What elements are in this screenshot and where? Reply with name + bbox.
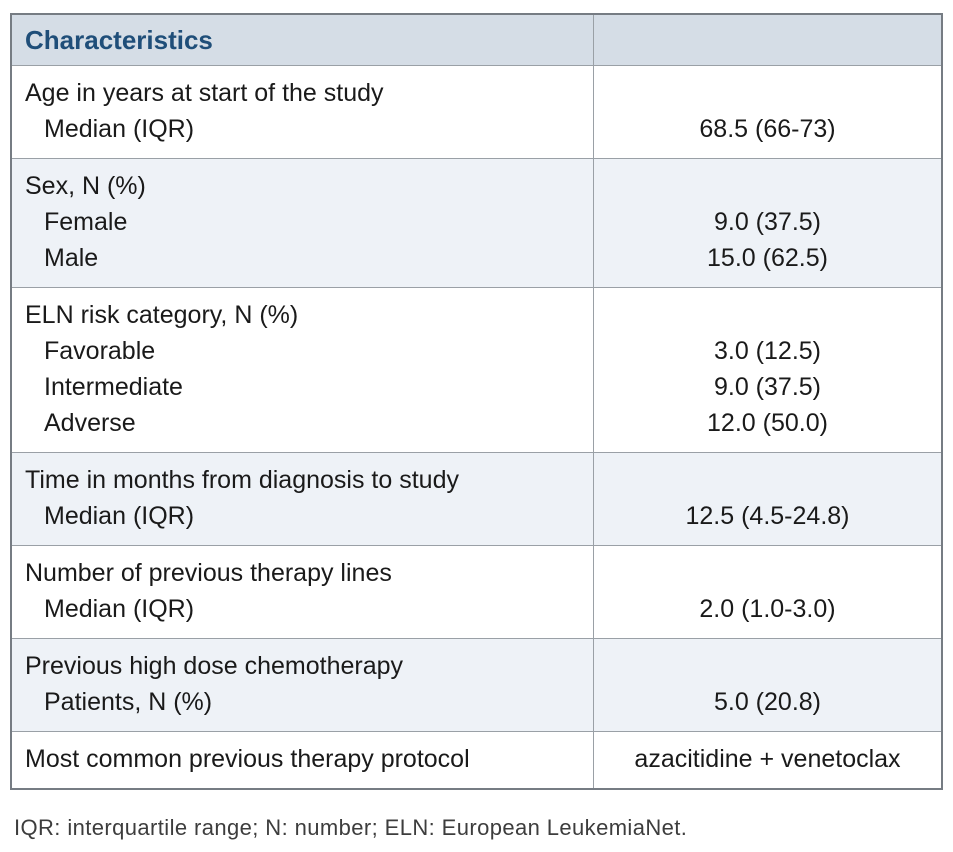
table-row-high-dose-chemo: Previous high dose chemotherapy Patients…	[12, 638, 941, 731]
row-value: 9.0 (37.5)	[713, 208, 821, 236]
row-label: Time in months from diagnosis to study	[25, 466, 459, 494]
table-row-time-from-diagnosis: Time in months from diagnosis to study M…	[12, 452, 941, 545]
row-sublabel: Patients, N (%)	[44, 688, 213, 716]
row-label-cell: Most common previous therapy protocol	[12, 732, 593, 788]
row-value-cell: 9.0 (37.5) 15.0 (62.5)	[593, 159, 941, 287]
table-header-row: Characteristics	[12, 15, 941, 65]
row-label: Previous high dose chemotherapy	[25, 652, 404, 680]
row-label-cell: Previous high dose chemotherapy Patients…	[12, 639, 593, 731]
row-value-cell: 12.5 (4.5-24.8)	[593, 453, 941, 545]
row-sublabel: Male	[44, 244, 99, 272]
row-value-cell: 2.0 (1.0-3.0)	[593, 546, 941, 638]
row-label-cell: Time in months from diagnosis to study M…	[12, 453, 593, 545]
row-value: 3.0 (12.5)	[713, 337, 821, 365]
table-row-common-protocol: Most common previous therapy protocol az…	[12, 731, 941, 788]
row-value: 5.0 (20.8)	[713, 688, 821, 716]
row-value-cell: 3.0 (12.5) 9.0 (37.5) 12.0 (50.0)	[593, 288, 941, 452]
row-sublabel: Female	[44, 208, 128, 236]
row-sublabel: Median (IQR)	[44, 595, 195, 623]
row-value-cell: azacitidine + venetoclax	[593, 732, 941, 788]
row-value: 12.5 (4.5-24.8)	[685, 502, 850, 530]
table-footnote: IQR: interquartile range; N: number; ELN…	[14, 815, 688, 840]
row-label-cell: Age in years at start of the study Media…	[12, 66, 593, 158]
row-label-cell: Sex, N (%) Female Male	[12, 159, 593, 287]
characteristics-table: Characteristics Age in years at start of…	[10, 13, 943, 790]
row-label: Most common previous therapy protocol	[25, 745, 470, 773]
row-sublabel: Median (IQR)	[44, 502, 195, 530]
row-value: 68.5 (66-73)	[699, 115, 836, 143]
row-value: 15.0 (62.5)	[707, 244, 828, 272]
row-label: Sex, N (%)	[25, 172, 146, 200]
row-label: Age in years at start of the study	[25, 79, 384, 107]
table-title: Characteristics	[25, 25, 213, 55]
header-value-cell	[593, 15, 941, 65]
row-label-cell: Number of previous therapy lines Median …	[12, 546, 593, 638]
row-sublabel: Median (IQR)	[44, 115, 195, 143]
row-value: azacitidine + venetoclax	[634, 745, 901, 773]
row-label-cell: ELN risk category, N (%) Favorable Inter…	[12, 288, 593, 452]
row-value-cell: 68.5 (66-73)	[593, 66, 941, 158]
row-sublabel: Adverse	[44, 409, 136, 437]
row-value: 12.0 (50.0)	[707, 409, 828, 437]
row-value: 2.0 (1.0-3.0)	[699, 595, 836, 623]
table-row-age: Age in years at start of the study Media…	[12, 65, 941, 158]
table-row-previous-therapy-lines: Number of previous therapy lines Median …	[12, 545, 941, 638]
table-row-sex: Sex, N (%) Female Male 9.0 (37.5) 15.0 (…	[12, 158, 941, 287]
row-value: 9.0 (37.5)	[713, 373, 821, 401]
row-label: Number of previous therapy lines	[25, 559, 392, 587]
row-label: ELN risk category, N (%)	[25, 301, 299, 329]
row-sublabel: Favorable	[44, 337, 156, 365]
row-value-cell: 5.0 (20.8)	[593, 639, 941, 731]
row-sublabel: Intermediate	[44, 373, 183, 401]
header-label-cell: Characteristics	[12, 15, 593, 65]
table-row-eln-risk: ELN risk category, N (%) Favorable Inter…	[12, 287, 941, 452]
